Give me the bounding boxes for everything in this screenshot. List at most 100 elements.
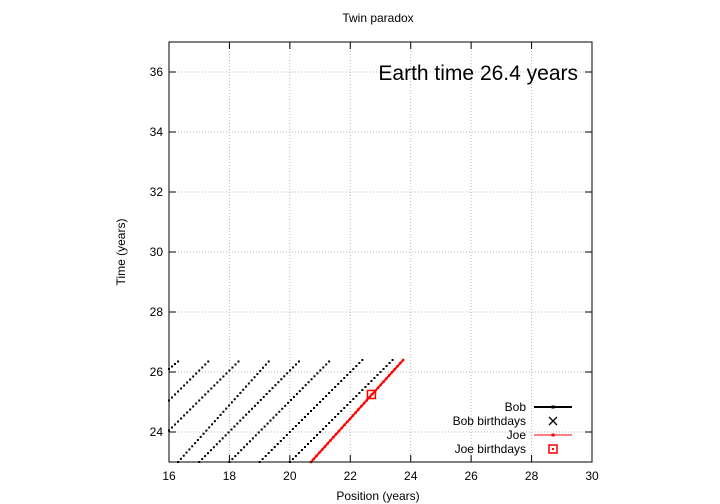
bob-worldline-point: [260, 428, 263, 431]
legend-swatch-joe-birthdays-dot: [552, 448, 554, 450]
bob-worldline-point: [243, 446, 246, 449]
bob-worldline-point: [267, 360, 270, 363]
y-tick-label: 30: [150, 245, 164, 259]
bob-worldline-point: [253, 376, 256, 379]
x-axis-title: Position (years): [336, 489, 419, 503]
bob-worldline-point: [228, 404, 231, 407]
x-tick-label: 18: [223, 469, 237, 483]
bob-worldline-point: [346, 404, 349, 406]
y-tick-label: 36: [150, 65, 164, 79]
bob-worldline-point: [343, 377, 346, 379]
legend-label: Bob birthdays: [453, 414, 526, 428]
bob-worldline-point: [189, 408, 192, 411]
bob-worldline-point: [263, 425, 266, 428]
bob-worldline-point: [246, 443, 249, 446]
bob-worldline-point: [219, 413, 222, 416]
bob-worldline-point: [251, 437, 254, 440]
bob-worldline-point: [237, 360, 240, 363]
legend-label: Bob: [505, 400, 527, 414]
bob-worldline-point: [199, 435, 202, 438]
bob-worldline-point: [361, 389, 364, 391]
joe-worldline-point: [315, 454, 318, 458]
bob-worldline-point: [174, 423, 177, 426]
x-tick-label: 26: [464, 469, 478, 483]
bob-worldline-point: [247, 382, 250, 385]
bob-worldline-point: [313, 407, 316, 409]
bob-worldline-point: [291, 458, 294, 460]
bob-worldline-point: [195, 402, 198, 405]
bob-worldline-point: [264, 363, 267, 366]
joe-worldline-point: [379, 383, 383, 386]
bob-worldline-point: [292, 395, 295, 398]
bob-worldline-point: [306, 413, 309, 415]
bob-worldline-point: [300, 419, 303, 421]
bob-worldline-point: [251, 407, 254, 410]
bob-worldline-point: [382, 368, 385, 370]
bob-worldline-point: [278, 410, 281, 413]
chart-title: Twin paradox: [342, 11, 413, 25]
bob-worldline-point: [273, 446, 276, 448]
bob-worldline-point: [337, 413, 340, 415]
bob-worldline-point: [346, 374, 349, 376]
legend-swatch-bob-point: [551, 405, 555, 409]
bob-worldline-point: [222, 375, 225, 378]
bob-worldline-point: [237, 452, 240, 455]
bob-worldline-point: [236, 422, 239, 425]
x-tick-label: 22: [344, 469, 358, 483]
bob-worldline-point: [343, 407, 346, 409]
bob-worldline-point: [340, 380, 343, 382]
bob-worldline-point: [253, 404, 256, 407]
bob-worldline-point: [325, 425, 328, 427]
joe-worldline-point: [387, 374, 391, 377]
bob-worldline-point: [204, 393, 207, 396]
bob-worldline-point: [272, 416, 275, 419]
bob-worldline-point: [328, 392, 331, 394]
bob-worldline-point: [204, 363, 207, 366]
bob-worldline-point: [213, 420, 216, 423]
bob-worldline-point: [307, 381, 310, 384]
bob-worldline-point: [245, 385, 248, 388]
joe-worldline-point: [385, 377, 388, 380]
bob-worldline-point: [201, 458, 204, 461]
bob-worldline-point: [179, 457, 182, 460]
joe-worldline-point: [332, 436, 335, 439]
bob-worldline-point: [388, 362, 391, 364]
bob-worldline-point: [234, 363, 237, 366]
bob-worldline-point: [171, 365, 174, 368]
joe-worldline-point: [365, 398, 369, 402]
legend-swatch-joe-birthdays: [548, 444, 558, 454]
bob-worldline-point: [322, 428, 325, 430]
joe-worldline-point: [329, 439, 332, 442]
bob-worldline-point: [328, 360, 331, 363]
joe-worldline-point: [334, 432, 338, 436]
bob-worldline-point: [201, 396, 204, 399]
bob-worldline-point: [297, 452, 300, 454]
joe-worldline-point: [362, 402, 366, 405]
bob-worldline-point: [310, 378, 313, 381]
bob-worldline-point: [310, 410, 313, 412]
bob-worldline-point: [264, 455, 267, 457]
joe-worldline-point: [393, 368, 396, 371]
bob-worldline-point: [171, 396, 174, 399]
bob-worldline-point: [239, 391, 242, 394]
bob-worldline-point: [186, 411, 189, 414]
bob-worldline-point: [268, 390, 271, 393]
grid-lines: [169, 42, 592, 462]
bob-worldline-point: [316, 434, 319, 436]
bob-worldline-point: [301, 387, 304, 390]
bob-worldline-point: [191, 445, 194, 448]
bob-worldline-point: [281, 407, 284, 410]
x-tick-label: 30: [585, 469, 599, 483]
joe-worldline-point: [357, 408, 360, 411]
bob-worldline-point: [367, 383, 370, 385]
bob-worldline-point: [295, 393, 298, 396]
bob-worldline-point: [256, 401, 259, 404]
bob-worldline-point: [231, 366, 234, 369]
bob-worldline-point: [294, 425, 297, 427]
bob-worldline-point: [355, 365, 358, 367]
bob-worldline-point: [222, 410, 225, 413]
bob-worldline-point: [280, 378, 283, 381]
joe-worldline-point: [326, 442, 329, 445]
bob-worldline-point: [177, 420, 180, 423]
bob-worldline-point: [177, 360, 180, 363]
